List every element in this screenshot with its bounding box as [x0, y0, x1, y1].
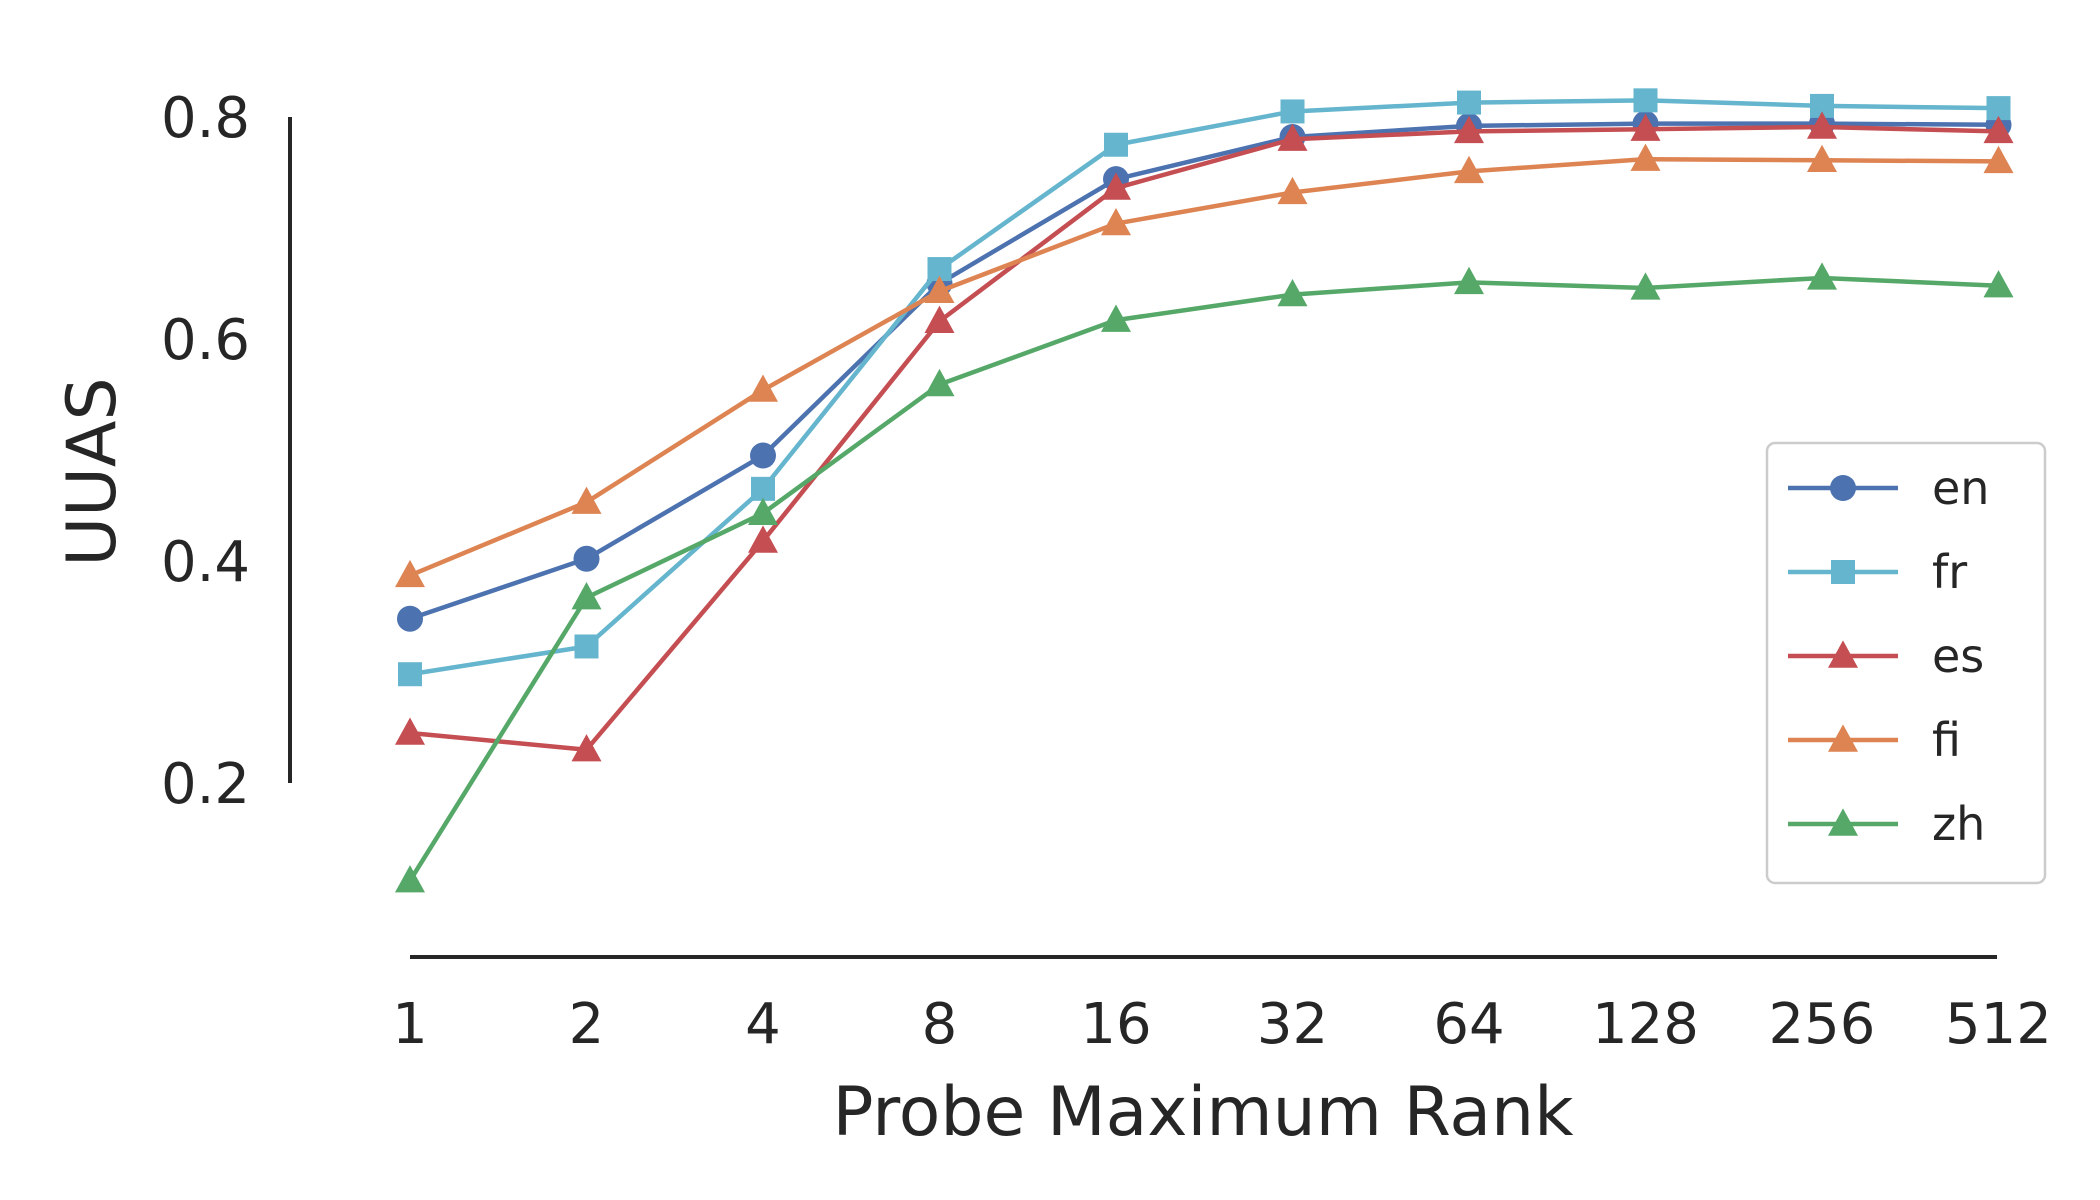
data-point-fi — [395, 559, 425, 588]
legend-frame — [1765, 441, 2047, 885]
data-point-zh — [571, 582, 602, 610]
x-tick-labels: 1 2 4 8 16 32 64 128 256 512 — [392, 992, 2052, 1057]
data-point-fi — [1807, 144, 1837, 172]
data-point-es — [924, 305, 955, 333]
series-line-en — [409, 121, 1999, 621]
data-point-es — [748, 525, 778, 553]
legend-marker — [1828, 640, 1858, 668]
legend-label: en — [1932, 461, 1989, 515]
y-tick-label: 0.8 — [161, 86, 250, 151]
legend-item-fi: fi — [1788, 713, 1961, 767]
data-point-fr — [398, 662, 422, 687]
data-point-zh — [748, 497, 778, 525]
data-point-fr — [1280, 99, 1305, 124]
y-tick-labels: 0.2 0.4 0.6 0.8 — [161, 86, 250, 817]
data-point-fr — [1457, 90, 1481, 115]
series-line-es — [409, 124, 1999, 752]
x-axis-title: Probe Maximum Rank — [832, 1073, 1574, 1152]
data-point-fi — [1101, 207, 1131, 236]
legend: en fr es fi zh — [1765, 441, 2047, 885]
x-tick-label: 16 — [1080, 992, 1151, 1057]
series-line-fr — [409, 98, 1999, 677]
x-tick-label: 32 — [1257, 992, 1328, 1057]
data-point-fi — [1983, 145, 2014, 174]
data-point-zh — [1454, 266, 1484, 295]
series-fr — [398, 88, 2011, 687]
x-tick-label: 256 — [1769, 992, 1876, 1057]
legend-label: fr — [1932, 545, 1967, 599]
x-tick-label: 4 — [745, 992, 781, 1057]
x-tick-label: 512 — [1945, 992, 2052, 1057]
x-tick-label: 2 — [569, 992, 605, 1057]
legend-item-fr: fr — [1788, 545, 1967, 599]
data-point-es — [1454, 115, 1484, 144]
legend-label: fi — [1932, 713, 1961, 767]
data-point-es — [1101, 172, 1131, 200]
data-point-en — [573, 545, 600, 572]
data-point-fi — [1277, 176, 1308, 205]
series-line-fi — [409, 156, 1999, 578]
legend-item-zh: zh — [1788, 797, 1985, 851]
data-point-zh — [924, 368, 955, 397]
y-tick-label: 0.2 — [161, 752, 250, 817]
series-fi — [395, 143, 2014, 588]
y-tick-label: 0.4 — [161, 530, 250, 595]
x-tick-label: 128 — [1592, 992, 1699, 1057]
x-axis: 1 2 4 8 16 32 64 128 256 512 Probe Maximum Rank — [392, 955, 2052, 1152]
legend-marker — [1828, 724, 1858, 752]
data-point-zh — [1101, 304, 1131, 332]
x-tick-label: 1 — [392, 992, 428, 1057]
data-point-zh — [1807, 262, 1837, 290]
series-line-zh — [408, 275, 1999, 882]
data-point-fr — [1104, 132, 1128, 157]
data-point-fi — [748, 374, 778, 402]
y-axis-title: UUAS — [53, 377, 132, 566]
legend-label: zh — [1932, 797, 1985, 851]
legend-item-es: es — [1788, 629, 1984, 683]
legend-marker — [1828, 808, 1858, 836]
data-point-zh — [395, 865, 425, 893]
data-point-fr — [751, 476, 775, 501]
y-axis: 0.2 0.4 0.6 0.8 UUAS — [53, 86, 292, 817]
data-point-fi — [924, 275, 955, 303]
data-point-es — [395, 717, 425, 745]
series-es — [395, 111, 2014, 762]
data-point-zh — [1277, 279, 1308, 307]
data-point-fr — [574, 634, 599, 659]
data-point-es — [1983, 115, 2014, 144]
data-point-es — [1807, 111, 1837, 139]
series-layer — [395, 88, 2014, 893]
legend-label: es — [1932, 629, 1984, 683]
data-point-en — [750, 442, 776, 469]
data-point-en — [397, 605, 423, 632]
data-point-zh — [1630, 272, 1661, 300]
x-tick-label: 64 — [1433, 992, 1504, 1057]
x-tick-label: 8 — [922, 992, 958, 1057]
data-point-es — [1630, 113, 1661, 141]
data-point-fi — [1630, 143, 1661, 171]
legend-item-en: en — [1788, 461, 1989, 515]
data-point-es — [571, 734, 602, 762]
series-zh — [395, 262, 2014, 893]
data-point-es — [1277, 123, 1308, 151]
data-point-zh — [1983, 270, 2014, 298]
data-point-fi — [1454, 155, 1484, 184]
data-point-fi — [571, 486, 602, 514]
legend-marker — [1830, 475, 1856, 501]
legend-marker — [1831, 560, 1855, 584]
y-tick-label: 0.6 — [161, 308, 250, 373]
data-point-fr — [1633, 88, 1658, 113]
